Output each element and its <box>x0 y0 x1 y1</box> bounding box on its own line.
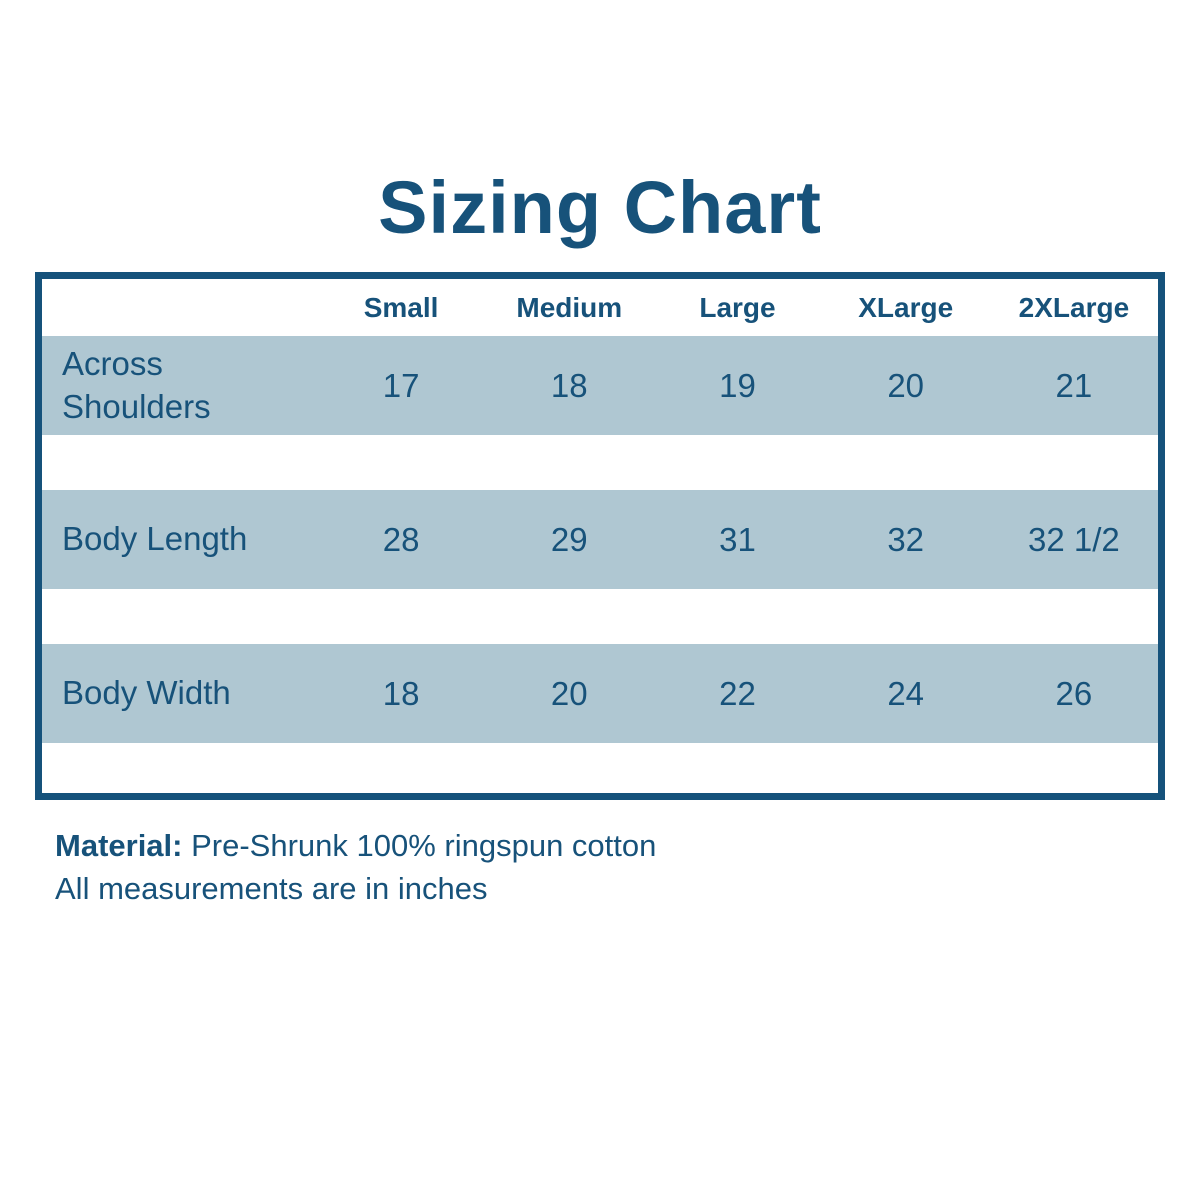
header-cell-xlarge: XLarge <box>858 291 954 323</box>
measurements-note: All measurements are in inches <box>55 871 488 907</box>
size-value: 20 <box>887 366 925 404</box>
row-label-text: Across Shoulders <box>62 345 211 425</box>
size-value: 31 <box>719 520 756 558</box>
size-value: 18 <box>382 674 420 712</box>
size-value: 24 <box>887 674 925 712</box>
header-cell-small: Small <box>363 291 439 323</box>
row-label-text: Body Length <box>62 520 248 558</box>
material-value: Pre-Shrunk 100% ringspun cotton <box>182 828 657 863</box>
notes-block: Material: Pre-Shrunk 100% ringspun cotto… <box>55 824 1200 911</box>
size-value: 19 <box>719 366 756 404</box>
header-cell-2xlarge: 2XLarge <box>1018 291 1130 323</box>
size-value: 32 <box>887 520 925 558</box>
size-value: 32 1/2 <box>1028 520 1120 558</box>
material-note: Material: Pre-Shrunk 100% ringspun cotto… <box>55 824 1200 867</box>
sizing-table: Small Medium Large XLarge 2XLarge Across Sho… <box>35 272 1165 800</box>
table-body: Across Shoulders 17 18 19 20 21 Body Length 28 2… <box>42 336 1158 743</box>
sizing-chart-page: Sizing Chart Small Medium Large XLarge 2XLar… <box>35 166 1200 911</box>
size-value: 17 <box>382 366 420 404</box>
table-row: Body Length 28 29 31 32 32 1/2 <box>42 490 1158 589</box>
size-value: 29 <box>550 520 588 558</box>
row-label: Across Shoulders <box>42 343 317 427</box>
size-value: 26 <box>1055 674 1093 712</box>
size-value: 20 <box>550 674 588 712</box>
row-label-text: Body Width <box>62 674 231 712</box>
table-row: Across Shoulders 17 18 19 20 21 <box>42 336 1158 435</box>
size-value: 21 <box>1055 366 1093 404</box>
row-label: Body Length <box>42 518 317 560</box>
header-cell-medium: Medium <box>516 291 623 323</box>
size-value: 22 <box>719 674 756 712</box>
page-title: Sizing Chart <box>378 166 822 249</box>
table-row: Body Width 18 20 22 24 26 <box>42 644 1158 743</box>
size-value: 28 <box>382 520 420 558</box>
row-label: Body Width <box>42 672 317 714</box>
table-header-row: Small Medium Large XLarge 2XLarge <box>42 279 1158 336</box>
material-label: Material: <box>55 828 183 863</box>
header-cell-large: Large <box>699 291 776 323</box>
size-value: 18 <box>550 366 588 404</box>
